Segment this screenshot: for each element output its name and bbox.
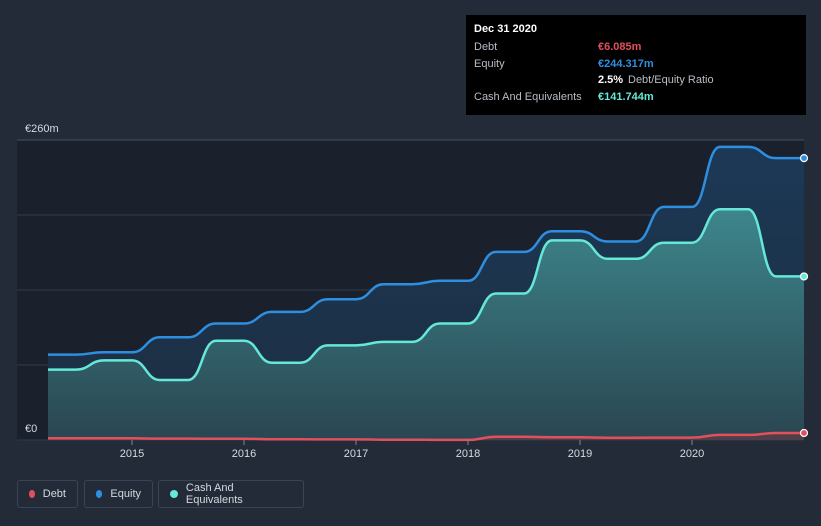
series-lines xyxy=(48,145,804,442)
tooltip-ratio-value: 2.5% xyxy=(598,74,624,86)
legend-label-equity: Equity xyxy=(110,488,141,500)
tooltip-debt-row: Debt €6.085m xyxy=(474,39,798,56)
tooltip-ratio-label: Debt/Equity Ratio xyxy=(628,74,714,86)
x-tick-label: 2015 xyxy=(120,448,144,460)
legend-item-equity[interactable]: Equity xyxy=(84,480,153,508)
data-tooltip: Dec 31 2020 Debt €6.085m Equity €244.317… xyxy=(466,15,806,115)
end-markers xyxy=(799,153,809,438)
equity-legend-swatch xyxy=(96,490,103,498)
cash-area xyxy=(48,209,804,440)
tooltip-debt-label: Debt xyxy=(474,41,498,53)
cash-end-marker xyxy=(799,272,809,281)
tooltip-cash-value: €141.744m xyxy=(598,90,654,103)
x-tick-label: 2019 xyxy=(568,448,592,460)
legend-item-cash[interactable]: Cash And Equivalents xyxy=(158,480,304,508)
x-tick-label: 2018 xyxy=(456,448,480,460)
x-tick-label: 2020 xyxy=(680,448,704,460)
y-axis-max-label: €260m xyxy=(25,123,59,135)
tooltip-equity-row: Equity €244.317m xyxy=(474,56,798,73)
cash-line xyxy=(48,207,804,382)
cash-legend-swatch xyxy=(170,490,178,498)
tooltip-debt-value: €6.085m xyxy=(598,41,642,53)
equity-line xyxy=(48,145,804,356)
debt-end-marker xyxy=(799,428,809,438)
tooltip-date: Dec 31 2020 xyxy=(474,23,537,35)
legend-item-debt[interactable]: Debt xyxy=(17,480,78,508)
legend-label-cash: Cash And Equivalents xyxy=(185,482,243,506)
x-tick-label: 2017 xyxy=(344,448,368,460)
tooltip-equity-value: €244.317m xyxy=(598,57,654,70)
x-tick-label: 2016 xyxy=(232,448,256,460)
equity-end-marker xyxy=(799,153,809,163)
tooltip-ratio-row: 2.5% Debt/Equity Ratio xyxy=(474,72,798,89)
y-axis-min-label: €0 xyxy=(25,423,38,435)
x-axis-ticks: 2015 2016 2017 2018 2019 2020 xyxy=(120,440,704,460)
debt-line xyxy=(48,431,804,442)
tooltip-equity-label: Equity xyxy=(474,57,505,70)
tooltip-cash-label: Cash And Equivalents xyxy=(474,90,582,103)
legend-label-debt: Debt xyxy=(42,488,66,500)
tooltip-cash-row: Cash And Equivalents €141.744m xyxy=(474,89,798,106)
debt-legend-swatch xyxy=(29,490,35,498)
